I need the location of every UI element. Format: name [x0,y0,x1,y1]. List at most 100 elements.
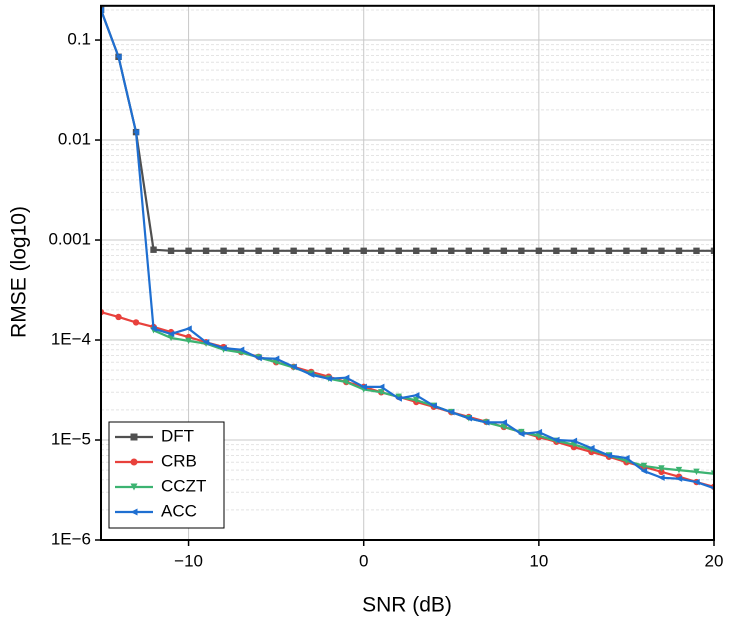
data-point [693,247,700,255]
data-point [325,375,332,382]
x-tick-label: 20 [705,551,724,570]
y-tick-label: 0.001 [48,230,91,249]
plot-area [101,6,714,491]
data-point [202,339,210,346]
data-point [413,392,420,399]
x-axis-label: SNR (dB) [362,594,452,617]
data-point [255,354,262,362]
data-point [430,247,437,255]
legend-label: CCZT [161,476,206,495]
legend-marker [130,483,138,491]
data-point [378,389,385,396]
legend-label: CRB [161,451,197,470]
data-point [378,247,385,255]
data-point [185,337,192,345]
series-line [153,329,714,475]
data-point [132,319,140,326]
data-point [658,247,665,255]
data-point [658,474,665,481]
data-point [307,371,315,378]
y-tick-label: 1E−5 [51,429,91,448]
data-point [640,467,648,475]
data-point [465,415,472,422]
data-point [220,344,227,352]
data-point [553,436,560,444]
data-point [360,383,367,391]
data-point [605,247,613,255]
data-point [465,247,472,255]
data-point [675,247,683,255]
legend-label: DFT [161,426,194,445]
data-point [535,428,543,436]
x-tick-label: 0 [359,551,368,570]
data-point [272,355,280,362]
data-point [658,465,665,472]
x-tick-label: −10 [174,551,203,570]
data-point [448,408,455,416]
data-point [290,363,297,370]
y-axis-label: RMSE (log10) [8,206,31,338]
series-line [101,9,714,252]
data-point [185,325,192,332]
data-point [553,247,560,255]
data-point [500,423,508,431]
data-point [675,475,683,482]
data-point [693,468,700,476]
data-point [237,247,245,255]
y-tick-label: 1E−6 [51,529,91,548]
data-point [237,346,245,353]
y-tick-label: 0.1 [67,30,91,49]
data-point [518,430,525,438]
data-point [185,247,192,255]
series-line [101,9,714,490]
data-point [132,128,140,136]
data-point [167,330,175,338]
data-point [570,247,578,255]
data-point [500,419,508,426]
legend-label: ACC [161,501,197,520]
legend-marker [130,458,138,466]
data-point [150,246,157,253]
data-point [535,247,543,255]
x-tick-label: 10 [529,551,548,570]
data-point [115,53,122,60]
data-point [343,374,350,381]
data-point [343,378,350,386]
data-point [413,397,420,404]
data-point [518,428,525,436]
data-point [623,247,630,255]
data-point [588,444,595,452]
data-point [605,452,613,459]
data-point [360,247,367,255]
y-tick-label: 1E−4 [51,330,91,349]
data-point [500,247,508,255]
data-point [202,247,210,255]
data-point [167,247,175,255]
data-point [343,247,350,255]
data-point [255,247,262,255]
data-point [378,383,385,391]
data-point [430,402,437,409]
data-point [272,247,280,255]
data-point [675,466,683,474]
data-point [413,247,420,255]
data-point [483,419,490,426]
data-point [623,454,630,462]
data-point [640,247,648,255]
legend-box [108,421,225,529]
data-point [395,247,402,255]
legend-marker [130,433,138,441]
data-point [448,247,455,255]
data-point [220,247,227,255]
data-point [693,478,700,486]
data-point [658,468,665,476]
data-point [150,325,157,332]
data-point [325,247,332,255]
data-point [115,313,122,321]
data-point [570,437,578,445]
data-point [395,395,402,402]
data-point [588,247,595,255]
data-point [710,247,714,255]
data-point [307,247,315,255]
